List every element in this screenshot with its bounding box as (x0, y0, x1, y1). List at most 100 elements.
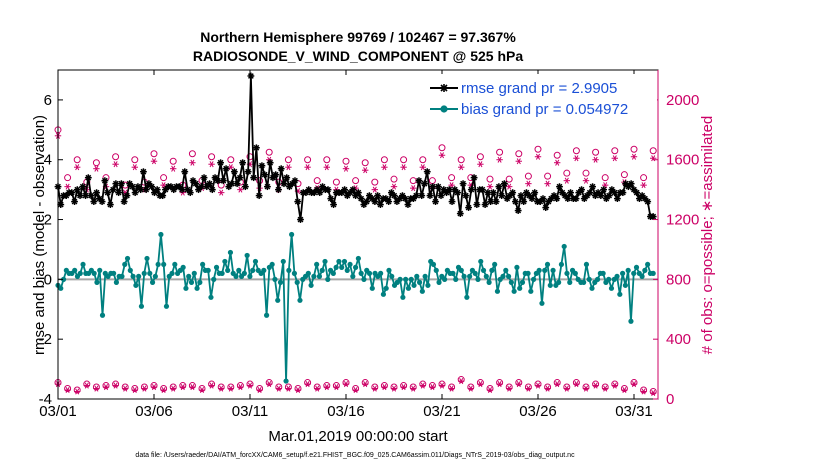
obs-assimilated-point (544, 180, 551, 187)
obs-possible-point (73, 156, 81, 164)
y-left-tick-label: 6 (44, 92, 52, 109)
rmse-point (512, 198, 519, 205)
obs-assimilated-point (218, 385, 225, 392)
obs-assimilated-point (323, 164, 330, 171)
obs-possible-point (419, 156, 427, 164)
legend-marker-rmse (440, 84, 448, 92)
obs-assimilated-point (323, 384, 330, 391)
bias-point (389, 273, 395, 279)
rmse-point (90, 198, 98, 205)
rmse-point (553, 195, 561, 203)
bias-point (152, 273, 158, 279)
bias-point (572, 270, 578, 276)
obs-assimilated-point (592, 156, 599, 163)
obs-possible-point (400, 382, 408, 390)
obs-possible-point (332, 178, 340, 186)
rmse-point (272, 171, 280, 179)
obs-possible-point (208, 380, 216, 388)
obs-possible-point (323, 156, 331, 164)
rmse-point (421, 180, 428, 188)
obs-assimilated-point (160, 386, 167, 394)
bias-point (361, 276, 367, 282)
obs-possible-point (563, 383, 571, 391)
obs-possible-point (150, 382, 158, 390)
obs-assimilated-point (582, 385, 590, 392)
obs-assimilated-point (525, 180, 532, 187)
bias-point (539, 300, 545, 306)
rmse-point (98, 198, 106, 205)
bias-point (464, 294, 470, 300)
obs-assimilated-point (304, 164, 311, 171)
x-tick-label: 03/01 (39, 403, 77, 420)
x-axis-label: Mar.01,2019 00:00:00 start (268, 428, 448, 445)
bias-point (486, 279, 492, 285)
obs-possible-point (304, 379, 312, 387)
obs-assimilated-point (611, 382, 618, 389)
bias-point (136, 273, 142, 279)
bias-point (194, 285, 200, 291)
obs-assimilated-point (419, 382, 426, 389)
obs-assimilated-point (621, 386, 628, 394)
rmse-point (244, 168, 252, 176)
obs-assimilated-point (592, 382, 599, 389)
obs-possible-point (112, 153, 120, 161)
rmse-point (495, 183, 503, 191)
obs-assimilated-point (122, 385, 129, 392)
obs-possible-point (304, 156, 312, 164)
bias-point (222, 258, 228, 265)
rmse-point (330, 201, 337, 208)
obs-possible-point (352, 385, 360, 393)
bias-point (475, 276, 481, 282)
obs-assimilated-point (371, 186, 378, 193)
obs-possible-point (640, 174, 648, 182)
bias-point (505, 273, 512, 279)
obs-assimilated-point (74, 164, 81, 171)
bias-point (60, 276, 67, 282)
x-tick-label: 03/21 (423, 403, 461, 420)
rmse-point (600, 186, 607, 194)
bias-point (124, 255, 131, 262)
bias-point (333, 264, 339, 270)
obs-possible-point (131, 156, 139, 164)
rmse-point (109, 186, 117, 194)
rmse-point (465, 204, 472, 211)
obs-possible-point (592, 380, 600, 388)
obs-assimilated-point (112, 161, 119, 168)
obs-possible-point (553, 379, 561, 387)
rmse-point (140, 168, 147, 176)
obs-possible-point (534, 380, 542, 388)
rmse-point (589, 183, 596, 191)
rmse-point (87, 192, 95, 200)
rmse-point (567, 189, 574, 197)
obs-possible-point (275, 383, 283, 391)
rmse-point (120, 198, 128, 205)
obs-assimilated-point (83, 382, 90, 389)
bias-point (405, 285, 412, 291)
rmse-point (208, 186, 216, 194)
rmse-point (222, 165, 230, 173)
bias-point (617, 291, 623, 297)
bias-point (191, 270, 197, 276)
rmse-point (241, 183, 249, 191)
rmse-point (489, 189, 497, 197)
obs-assimilated-point (438, 382, 446, 389)
obs-assimilated-point (390, 183, 398, 190)
obs-possible-point (457, 376, 465, 384)
obs-possible-point (361, 379, 369, 387)
bias-point (633, 264, 640, 270)
bias-point (478, 258, 484, 265)
obs-assimilated-point (170, 165, 177, 172)
obs-possible-point (630, 145, 638, 153)
obs-assimilated-point (150, 384, 158, 391)
rmse-point (349, 186, 357, 194)
obs-possible-point (236, 382, 244, 390)
obs-possible-point (534, 145, 542, 153)
obs-assimilated-point (573, 155, 580, 162)
bias-point (561, 243, 567, 250)
obs-assimilated-point (477, 381, 484, 388)
rmse-point (250, 174, 258, 182)
obs-possible-point (313, 177, 321, 185)
bias-point (263, 312, 270, 318)
obs-possible-point (390, 383, 398, 391)
obs-assimilated-point (189, 159, 196, 166)
